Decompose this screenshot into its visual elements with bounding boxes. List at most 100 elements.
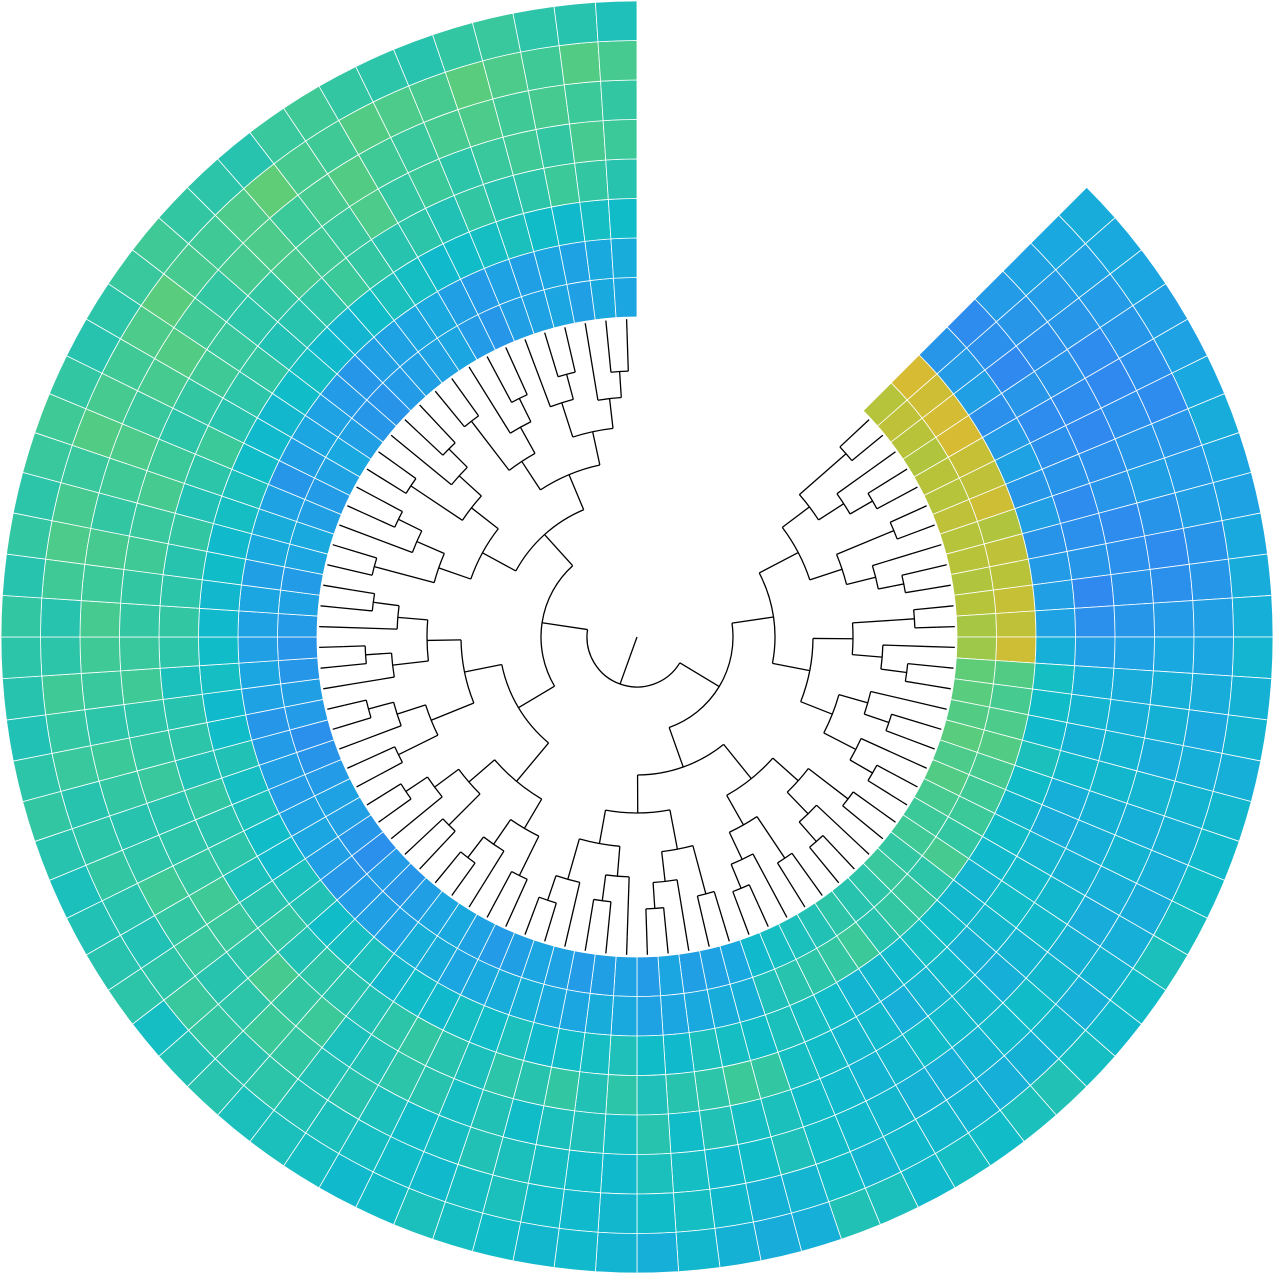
dendrogram-arc — [661, 845, 694, 853]
dendrogram-branch — [839, 423, 866, 448]
heatmap-cell — [636, 995, 664, 1037]
dendrogram-branch — [343, 645, 366, 648]
dendrogram-branch — [852, 654, 883, 658]
dendrogram-arc — [786, 768, 809, 793]
dendrogram-branch — [374, 565, 435, 584]
dendrogram-arc — [426, 776, 443, 798]
heatmap-cell — [1231, 594, 1274, 638]
dendrogram-leaf — [936, 625, 955, 628]
dendrogram-branch — [851, 446, 870, 462]
heatmap-cell — [553, 1, 599, 47]
dendrogram-branch — [517, 879, 528, 900]
dendrogram-arc — [901, 575, 907, 593]
dendrogram-leaf — [327, 704, 345, 710]
heatmap-cell — [199, 662, 242, 695]
dendrogram-branch — [876, 497, 897, 510]
dendrogram-branch — [396, 704, 426, 715]
dendrogram-branch — [528, 350, 551, 407]
dendrogram-leaf — [468, 366, 473, 373]
dendrogram-leaf — [780, 906, 788, 918]
dendrogram-leaf — [757, 904, 769, 927]
heatmap-cell — [636, 1192, 677, 1234]
heatmap-cell — [237, 610, 279, 638]
dendrogram-leaf — [366, 468, 378, 476]
dendrogram-branch — [756, 816, 786, 859]
dendrogram-branch — [748, 884, 759, 906]
heatmap-cell — [79, 636, 122, 674]
dendrogram-branch — [913, 605, 948, 611]
dendrogram-branch — [852, 791, 882, 813]
dendrogram-arc — [867, 764, 878, 781]
heatmap-cell — [636, 1152, 674, 1195]
dendrogram-branch — [752, 853, 782, 908]
dendrogram-branch — [849, 500, 873, 515]
dendrogram-arc — [442, 442, 456, 456]
dendrogram-leaf — [404, 419, 419, 433]
dendrogram-branch — [822, 835, 839, 853]
dendrogram-branch — [565, 333, 576, 373]
dendrogram-arc — [798, 494, 820, 521]
heatmap-cell — [613, 955, 638, 997]
heatmap-cell — [158, 605, 200, 638]
heatmap-cell — [45, 709, 92, 754]
dendrogram-arc — [371, 557, 378, 576]
heatmap-cell — [594, 0, 638, 43]
dendrogram-branch — [661, 851, 666, 882]
heatmap-cell — [277, 636, 319, 661]
dendrogram-leaf — [880, 811, 896, 823]
dendrogram-arc — [798, 804, 818, 823]
dendrogram-leaf — [486, 906, 494, 918]
dendrogram-branch — [471, 371, 511, 434]
heatmap-cell — [558, 41, 601, 86]
dendrogram-arc — [605, 874, 630, 878]
heatmap-cell — [1034, 636, 1076, 667]
dendrogram-branch — [521, 461, 541, 491]
dendrogram-branch — [723, 743, 752, 780]
heatmap-cell — [584, 238, 614, 282]
dendrogram-arc — [540, 464, 600, 491]
dendrogram-leaf — [926, 684, 951, 690]
heatmap-cell — [5, 512, 53, 560]
dendrogram-branch — [905, 588, 928, 594]
dendrogram-branch — [448, 793, 481, 826]
dendrogram-branch — [732, 891, 748, 930]
dendrogram-arc — [458, 768, 481, 795]
heatmap-cell — [636, 1034, 667, 1076]
heatmap-cell — [714, 1221, 762, 1269]
heatmap-cell — [1192, 597, 1234, 638]
dendrogram-branch — [758, 551, 799, 574]
dendrogram-branch — [616, 846, 621, 877]
dendrogram-branch — [626, 331, 629, 372]
dendrogram-branch — [454, 862, 476, 891]
heatmap-cell — [1152, 636, 1195, 674]
dendrogram-leaf — [901, 801, 908, 806]
heatmap-cell — [1149, 670, 1194, 711]
dendrogram-branch — [361, 725, 402, 742]
dendrogram-leaf — [686, 938, 690, 951]
dendrogram-branch — [905, 680, 928, 686]
heatmap-cell — [600, 1152, 638, 1195]
dendrogram-leaf — [320, 666, 333, 669]
heatmap-cell — [709, 1182, 754, 1229]
dendrogram-leaf — [524, 339, 530, 351]
dendrogram-leaf — [906, 737, 935, 750]
dendrogram-branch — [592, 431, 601, 466]
dendrogram-leaf — [339, 524, 346, 528]
dendrogram-leaf — [505, 899, 519, 927]
heatmap-cell — [995, 636, 1037, 664]
heatmap-cell — [119, 602, 161, 638]
heatmap-cell — [579, 199, 612, 242]
dendrogram-branch — [358, 746, 395, 764]
dendrogram-branch — [809, 846, 836, 879]
dendrogram-leaf — [327, 564, 340, 569]
dendrogram-leaf — [339, 739, 363, 750]
dendrogram-branch — [730, 864, 742, 889]
heatmap-cell — [675, 1227, 721, 1273]
heatmap-cell — [84, 704, 130, 747]
dendrogram-branch — [849, 759, 873, 774]
dendrogram-leaf — [584, 938, 588, 951]
heatmap-cell — [512, 1221, 560, 1269]
dendrogram-branch — [645, 908, 648, 949]
heatmap-cell — [613, 277, 638, 319]
dendrogram-branch — [601, 874, 607, 901]
